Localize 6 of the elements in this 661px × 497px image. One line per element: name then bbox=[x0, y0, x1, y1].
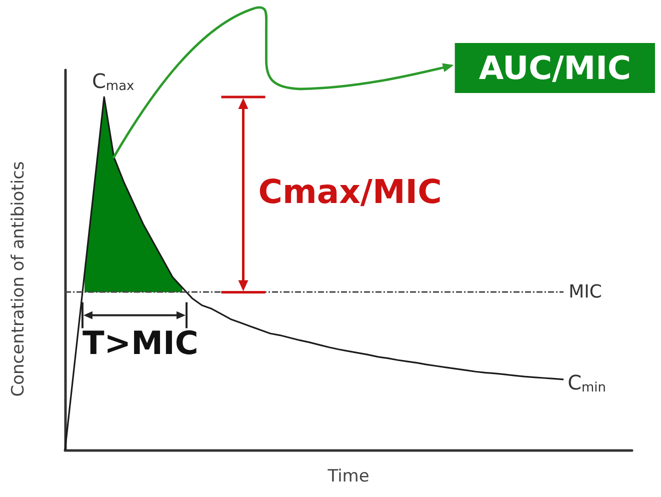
x-axis-title: Time bbox=[326, 466, 370, 486]
text: AUC/MIC bbox=[478, 49, 631, 87]
ref-line-label: MIC bbox=[568, 282, 602, 303]
y-axis-title: Concentration of antibiotics bbox=[8, 161, 28, 397]
annotation: Cmax/MIC bbox=[258, 172, 442, 212]
annotation: T>MIC bbox=[82, 324, 198, 362]
